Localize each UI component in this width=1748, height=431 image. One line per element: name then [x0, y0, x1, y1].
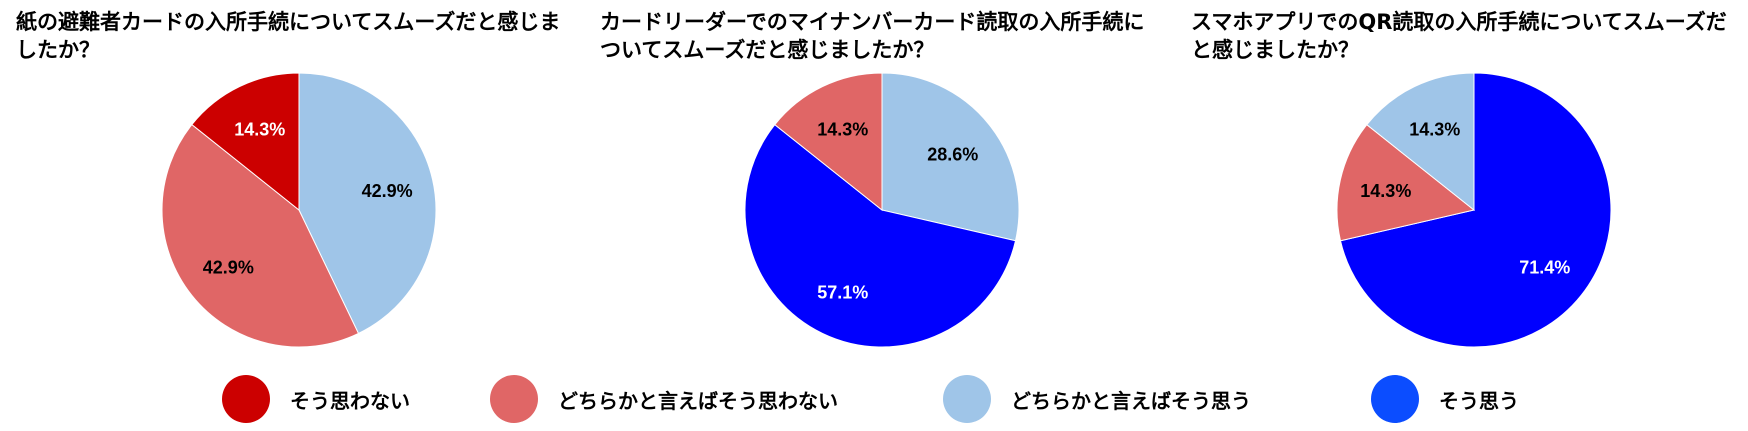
chart-title-3: スマホアプリでのQR読取の入所手続についてスムーズだと感じましたか？ — [1191, 10, 1727, 62]
pie-1-data-label-1: 42.9% — [362, 181, 413, 201]
pie-3-data-label-3: 14.3% — [1409, 120, 1460, 140]
pie-3-data-label-2: 14.3% — [1360, 181, 1411, 201]
chart-title-1: 紙の避難者カードの入所手続についてスムーズだと感じましたか？ — [16, 10, 561, 62]
legend-swatch — [490, 375, 538, 423]
legend-item-agree: そう思う — [1371, 375, 1519, 423]
pie-1-data-label-3: 14.3% — [234, 120, 285, 140]
legend-label: そう思う — [1439, 388, 1519, 413]
pie-1-slice-1 — [298, 72, 437, 335]
pie-1-slice-3 — [191, 72, 300, 212]
pie-3-data-label-1: 71.4% — [1519, 257, 1570, 277]
legend-swatch — [222, 375, 270, 423]
legend-label: どちらかと言えばそう思わない — [558, 388, 838, 413]
pie-2-slice-2 — [744, 123, 1017, 348]
pie-2-data-label-1: 28.6% — [927, 145, 978, 165]
pie-3-slice-1 — [1339, 72, 1612, 348]
pie-2-data-label-2: 57.1% — [817, 282, 868, 302]
legend-swatch — [1371, 375, 1419, 423]
legend-item-strongly-disagree: そう思わない — [222, 375, 410, 423]
pie-3-slice-2 — [1336, 123, 1476, 242]
pie-2-slice-1 — [881, 72, 1020, 242]
chart-title-2: カードリーダーでのマイナンバーカード読取の入所手続についてスムーズだと感じました… — [600, 10, 1145, 62]
pie-1-data-label-2: 42.9% — [203, 257, 254, 277]
pie-2-data-label-3: 14.3% — [817, 120, 868, 140]
legend-item-somewhat-agree: どちらかと言えばそう思う — [943, 375, 1251, 423]
legend-label: そう思わない — [290, 388, 410, 413]
pie-2-slice-3 — [774, 72, 883, 212]
pie-3-slice-3 — [1366, 72, 1475, 212]
legend-swatch — [943, 375, 991, 423]
legend-item-somewhat-disagree: どちらかと言えばそう思わない — [490, 375, 838, 423]
pie-1-slice-2 — [161, 123, 360, 348]
legend-label: どちらかと言えばそう思う — [1011, 388, 1251, 413]
